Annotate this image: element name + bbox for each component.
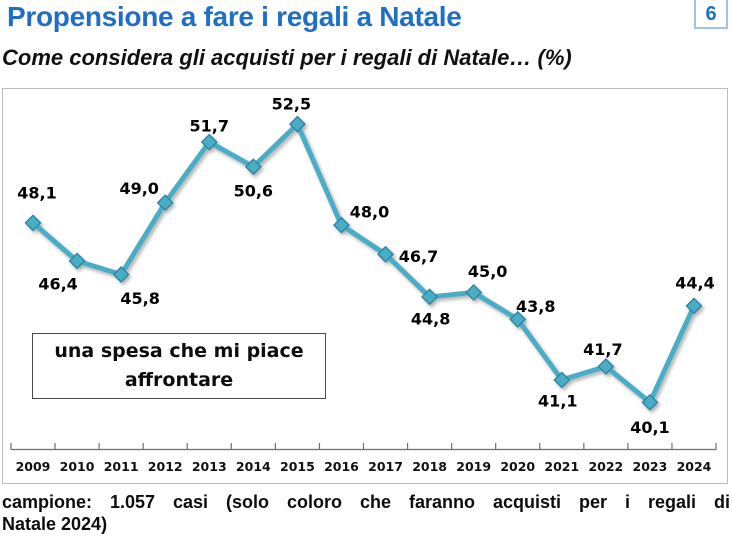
page-title: Propensione a fare i regali a Natale bbox=[7, 1, 462, 32]
sample-note-line2: Natale 2024) bbox=[2, 514, 108, 534]
annotation-line1: una spesa che mi piace bbox=[54, 340, 304, 362]
annotation-line2: affrontare bbox=[124, 369, 234, 391]
chart-frame bbox=[2, 88, 728, 484]
sample-note-line1: campione: 1.057 casi (solo coloro che fa… bbox=[2, 492, 730, 512]
annotation-box: una spesa che mi piace affrontare bbox=[32, 333, 326, 399]
chart-subtitle: Come considera gli acquisti per i regali… bbox=[2, 45, 572, 70]
sample-note: campione: 1.057 casi (solo coloro che fa… bbox=[2, 491, 730, 535]
page-number: 6 bbox=[705, 3, 717, 25]
page-number-box: 6 bbox=[694, 0, 728, 29]
